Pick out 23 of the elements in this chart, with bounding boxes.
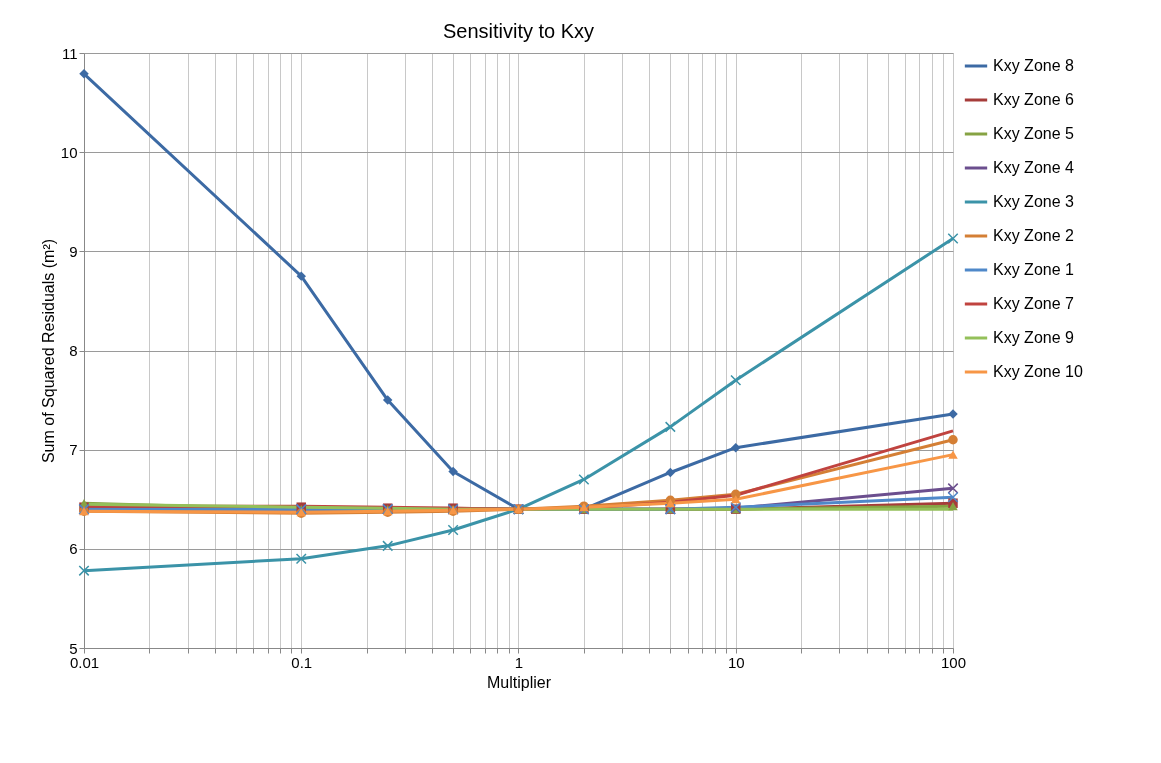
legend-label: Kxy Zone 3 bbox=[993, 193, 1075, 210]
legend-label: Kxy Zone 6 bbox=[993, 91, 1075, 108]
legend-label: Kxy Zone 8 bbox=[993, 57, 1075, 74]
legend-label: Kxy Zone 4 bbox=[993, 159, 1075, 176]
legend-label: Kxy Zone 9 bbox=[993, 329, 1075, 346]
legend-label: Kxy Zone 7 bbox=[993, 295, 1075, 312]
y-tick-label: 8 bbox=[69, 342, 78, 359]
y-tick-label: 7 bbox=[69, 441, 78, 459]
y-tick-label: 9 bbox=[69, 242, 78, 260]
x-tick-label: 1 bbox=[514, 653, 524, 671]
legend-label: Kxy Zone 5 bbox=[993, 125, 1075, 142]
y-tick-label: 10 bbox=[60, 143, 78, 161]
chart-title: Sensitivity to Kxy bbox=[442, 20, 595, 42]
y-tick-label: 11 bbox=[61, 44, 78, 62]
y-tick-label: 6 bbox=[69, 540, 78, 558]
x-tick-label: 0.1 bbox=[291, 653, 313, 671]
x-tick-label: 100 bbox=[940, 653, 967, 671]
legend-label: Kxy Zone 2 bbox=[993, 227, 1075, 244]
x-tick-label: 10 bbox=[727, 653, 745, 671]
legend-label: Kxy Zone 10 bbox=[993, 363, 1083, 380]
x-axis-title: Multiplier bbox=[486, 673, 552, 691]
legend-label: Kxy Zone 1 bbox=[993, 261, 1075, 278]
y-axis-title: Sum of Squared Residuals (m²) bbox=[39, 238, 57, 464]
